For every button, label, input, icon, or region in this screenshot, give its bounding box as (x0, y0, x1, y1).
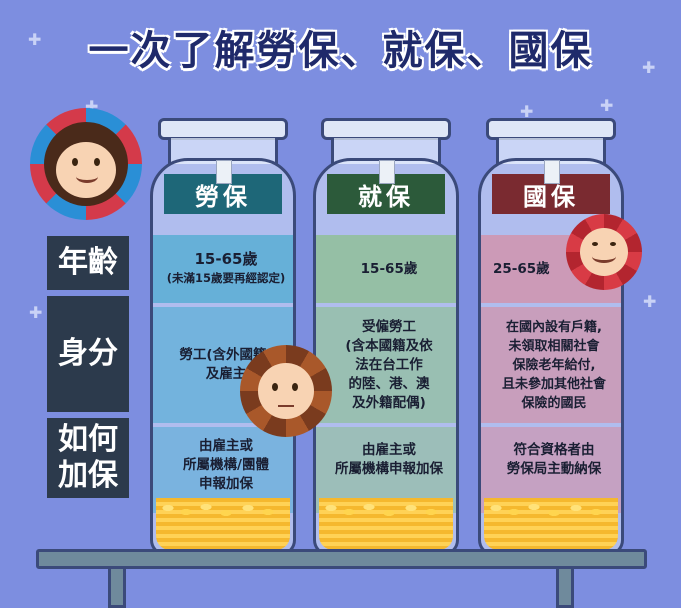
employment-age: 15-65歲 (316, 235, 456, 303)
employment-identity: 受僱勞工 (含本國籍及依 法在台工作 的陸、港、澳 及外籍配偶) (316, 307, 456, 423)
jar-national-pension: 25-65歲 在國內設有戶籍, 未領取相關社會 保險老年給付, 且未參加其他社會… (478, 118, 624, 556)
sparkle-icon: ✚ (28, 30, 42, 49)
jar-body: 25-65歲 在國內設有戶籍, 未領取相關社會 保險老年給付, 且未參加其他社會… (478, 158, 624, 556)
jar-body: 15-65歲 (未滿15歲要再經認定) 勞工(含外國籍) 及雇主 由雇主或 所屬… (150, 158, 296, 556)
tag-pin (216, 160, 232, 184)
row-label-identity: 身分 (47, 296, 129, 412)
sparkle-icon: ✚ (600, 96, 614, 115)
jar-lid (158, 118, 288, 140)
row-label-how: 如何加保 (47, 418, 129, 498)
labor-tag: 勞保 (164, 174, 282, 214)
mascot-face (258, 363, 314, 419)
page-title: 一次了解勞保、就保、國保 (88, 28, 593, 74)
mascot-brown-flower-icon (240, 345, 332, 437)
coin-stack-icon (319, 498, 453, 550)
jar-lid (486, 118, 616, 140)
mascot-eye (72, 158, 78, 166)
mascot-eye (272, 383, 278, 391)
row-label-how-text: 如何加保 (58, 422, 118, 493)
labor-age-note: (未滿15歲要再經認定) (166, 271, 286, 285)
jar-labor-insurance: 15-65歲 (未滿15歲要再經認定) 勞工(含外國籍) 及雇主 由雇主或 所屬… (150, 118, 296, 556)
mascot-blue-flower-icon (30, 108, 142, 220)
sparkle-icon: ✚ (29, 303, 43, 322)
mascot-mouth (76, 170, 98, 183)
jar-lid (321, 118, 451, 140)
sparkle-icon: ✚ (520, 102, 534, 121)
coin-stack-icon (484, 498, 618, 550)
shelf (36, 549, 647, 569)
sparkle-icon: ✚ (642, 58, 656, 77)
coin-stack-icon (156, 498, 290, 550)
shelf-leg (108, 566, 126, 608)
tag-pin (379, 160, 395, 184)
mascot-eye (610, 242, 616, 246)
row-label-age: 年齡 (47, 236, 129, 290)
national-identity: 在國內設有戶籍, 未領取相關社會 保險老年給付, 且未參加其他社會 保險的國民 (481, 307, 621, 423)
sparkle-icon: ✚ (643, 292, 657, 311)
jar-employment-insurance: 15-65歲 受僱勞工 (含本國籍及依 法在台工作 的陸、港、澳 及外籍配偶) … (313, 118, 459, 556)
labor-age: 15-65歲 (194, 250, 258, 268)
jar-body: 15-65歲 受僱勞工 (含本國籍及依 法在台工作 的陸、港、澳 及外籍配偶) … (313, 158, 459, 556)
shelf-leg (556, 566, 574, 608)
labor-age-cell: 15-65歲 (未滿15歲要再經認定) (153, 235, 293, 303)
mascot-eye (292, 383, 298, 391)
mascot-mouth (278, 401, 294, 407)
national-tag: 國保 (492, 174, 610, 214)
tag-pin (544, 160, 560, 184)
mascot-mouth (592, 250, 616, 263)
mascot-eye (94, 158, 100, 166)
mascot-red-flower-icon (566, 214, 642, 290)
mascot-eye (592, 242, 598, 246)
